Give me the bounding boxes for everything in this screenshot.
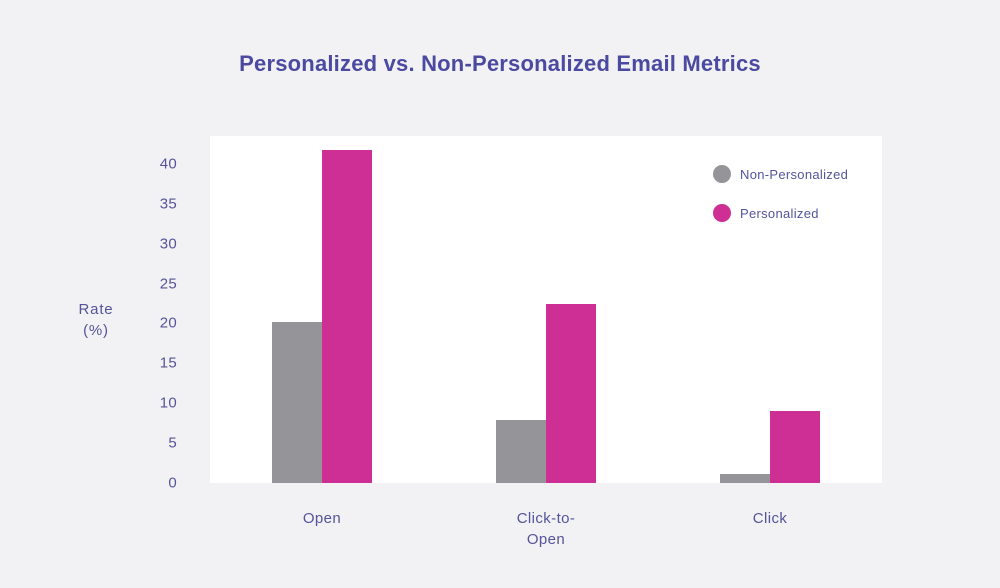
x-axis-label-open: Open	[210, 508, 434, 550]
legend-item-personalized: Personalized	[713, 204, 848, 222]
bar-non-personalized-click	[720, 474, 770, 483]
bar-personalized-open	[322, 150, 372, 483]
legend-swatch-non-personalized	[713, 165, 731, 183]
legend-item-non-personalized: Non-Personalized	[713, 165, 848, 183]
x-axis-label-click: Click	[658, 508, 882, 550]
bar-non-personalized-open	[272, 321, 322, 483]
y-tick-label-0: 0	[168, 474, 177, 492]
legend: Non-Personalized Personalized	[713, 165, 848, 222]
plot-area: Non-Personalized Personalized	[210, 136, 882, 483]
y-tick-label-40: 40	[159, 155, 177, 173]
y-tick-label-15: 15	[159, 354, 177, 372]
x-axis-label-text-open: Open	[302, 510, 342, 527]
y-tick-label-10: 10	[159, 394, 177, 412]
bar-group-click-to-open	[434, 136, 658, 483]
y-tick-label-5: 5	[168, 434, 177, 452]
y-axis-title: Rate (%)	[78, 301, 114, 339]
y-tick-label-25: 25	[159, 275, 177, 293]
bar-group-open	[210, 136, 434, 483]
legend-label-personalized: Personalized	[740, 205, 819, 221]
bar-groups	[210, 136, 882, 483]
legend-swatch-personalized	[713, 204, 731, 222]
bar-personalized-click	[770, 411, 820, 483]
y-tick-label-30: 30	[159, 235, 177, 253]
chart-title: Personalized vs. Non-Personalized Email …	[239, 51, 761, 76]
bar-group-click	[658, 136, 882, 483]
y-tick-label-20: 20	[159, 314, 177, 332]
y-tick-label-35: 35	[159, 195, 177, 213]
y-axis-ticks: 0 5 10 15 20 25 30 35 40	[0, 136, 177, 491]
x-axis-label-click-to-open: Click-to-Open	[434, 508, 658, 550]
bar-non-personalized-click-to-open	[496, 419, 546, 483]
x-axis-label-text-click-to-open: Click-to-Open	[516, 510, 576, 548]
bar-personalized-click-to-open	[546, 304, 596, 483]
x-axis-labels: Open Click-to-Open Click	[210, 508, 882, 550]
x-axis-label-text-click: Click	[752, 510, 788, 527]
legend-label-non-personalized: Non-Personalized	[740, 166, 849, 182]
